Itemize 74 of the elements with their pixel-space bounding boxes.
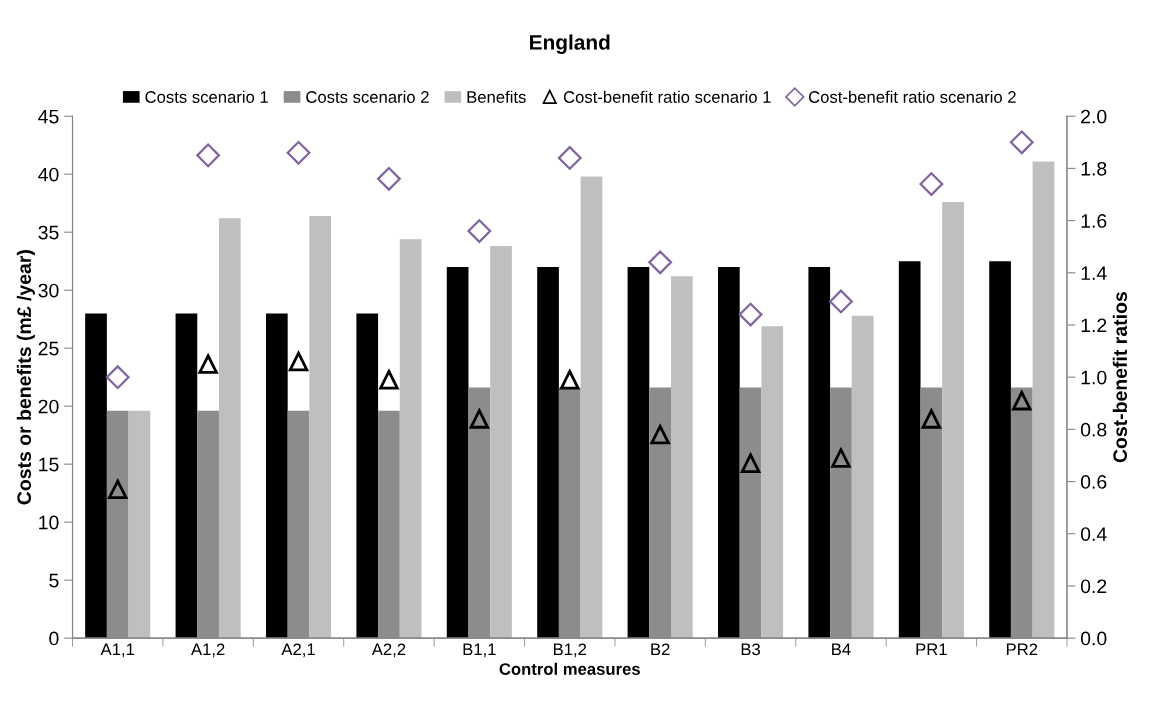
y2-tick-label: 1.0 bbox=[1081, 370, 1107, 385]
bar bbox=[851, 315, 874, 639]
point bbox=[560, 370, 580, 390]
point bbox=[557, 146, 582, 170]
bar bbox=[761, 326, 784, 639]
bar bbox=[309, 215, 332, 639]
y-tick-label: 0 bbox=[49, 631, 59, 646]
y-tick-label: 35 bbox=[38, 225, 59, 240]
legend-label: Costs scenario 2 bbox=[306, 90, 429, 103]
point bbox=[469, 409, 490, 429]
point bbox=[1012, 390, 1032, 411]
point bbox=[105, 365, 130, 390]
point bbox=[648, 250, 673, 275]
bar bbox=[671, 276, 693, 639]
bar bbox=[128, 410, 151, 639]
x-tick-label: A2,1 bbox=[281, 643, 315, 658]
point bbox=[650, 424, 670, 445]
x-axis-title: Control measures bbox=[499, 662, 640, 675]
y2-tick-label: 1.4 bbox=[1081, 266, 1107, 280]
point bbox=[107, 479, 128, 500]
y-tick-label: 20 bbox=[38, 399, 59, 414]
y2-tick-label: 1.2 bbox=[1081, 318, 1107, 333]
point bbox=[467, 219, 492, 243]
bar bbox=[490, 246, 512, 639]
x-tick-label: A1,2 bbox=[191, 643, 225, 658]
y2-tick-label: 0.8 bbox=[1080, 422, 1107, 437]
y-tick-label: 25 bbox=[38, 341, 59, 356]
y2-tick-label: 0.6 bbox=[1080, 475, 1107, 489]
bar bbox=[1032, 161, 1055, 639]
x-tick-label: PR2 bbox=[1006, 643, 1038, 656]
x-tick-label: A1,1 bbox=[100, 643, 135, 658]
y-tick-label: 45 bbox=[38, 109, 59, 124]
point bbox=[288, 351, 309, 372]
y2-tick-label: 0.4 bbox=[1080, 527, 1107, 541]
y-tick-label: 40 bbox=[38, 167, 59, 182]
x-tick-label: B3 bbox=[741, 643, 761, 656]
x-tick-label: B1,2 bbox=[553, 643, 587, 658]
x-tick-label: B4 bbox=[832, 643, 851, 656]
point bbox=[198, 354, 218, 374]
point bbox=[831, 448, 851, 468]
x-tick-label: B1,1 bbox=[463, 643, 496, 658]
y2-tick-label: 1.6 bbox=[1081, 214, 1107, 228]
point bbox=[1009, 130, 1034, 155]
x-tick-label: PR1 bbox=[916, 643, 947, 656]
point bbox=[377, 166, 401, 191]
point bbox=[829, 289, 853, 314]
legend-label: Costs scenario 1 bbox=[145, 90, 268, 103]
chart-title: England bbox=[530, 34, 610, 54]
x-tick-label: A2,2 bbox=[371, 643, 406, 658]
legend-label: Cost-benefit ratio scenario 1 bbox=[563, 90, 771, 103]
point bbox=[379, 370, 399, 390]
point bbox=[738, 302, 763, 327]
y-tick-label: 30 bbox=[38, 283, 59, 298]
point bbox=[921, 409, 942, 429]
legend-label: Benefits bbox=[467, 90, 526, 103]
bar bbox=[942, 202, 964, 639]
x-tick-label: B2 bbox=[651, 643, 670, 656]
y-tick-label: 5 bbox=[49, 573, 59, 588]
y-axis-title: Costs or benefits (m£ /year) bbox=[16, 250, 35, 505]
bar bbox=[218, 218, 241, 639]
y-tick-label: 10 bbox=[39, 515, 59, 530]
point bbox=[196, 143, 221, 168]
y2-tick-label: 2.0 bbox=[1081, 109, 1107, 124]
y-tick-label: 15 bbox=[39, 457, 59, 472]
y2-tick-label: 0.0 bbox=[1080, 631, 1107, 646]
y2-tick-label: 1.8 bbox=[1081, 161, 1107, 176]
point bbox=[740, 453, 761, 474]
y2-axis-title: Cost-benefit ratios bbox=[1112, 292, 1128, 463]
point bbox=[919, 172, 944, 196]
legend-label: Cost-benefit ratio scenario 2 bbox=[808, 90, 1016, 103]
point bbox=[286, 140, 311, 165]
bar bbox=[580, 176, 603, 639]
bar bbox=[399, 239, 422, 639]
y2-tick-label: 0.2 bbox=[1080, 579, 1107, 594]
